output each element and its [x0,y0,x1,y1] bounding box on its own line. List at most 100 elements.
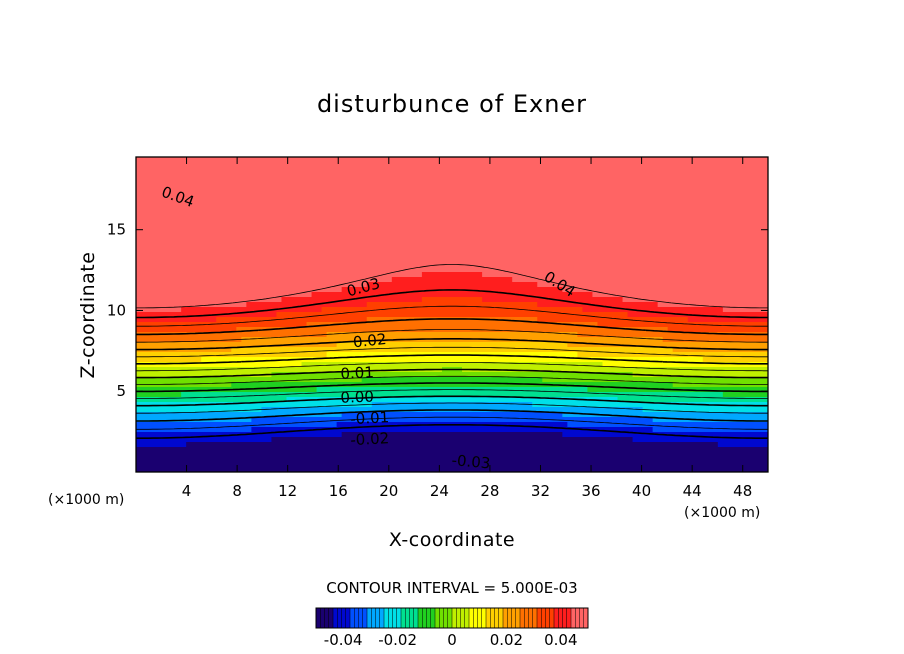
field-cell [136,202,142,208]
field-cell [592,247,599,253]
field-cell [582,317,589,323]
field-cell [156,162,162,168]
field-cell [401,307,408,313]
field-cell [241,227,247,233]
field-cell [477,312,483,318]
field-cell [462,312,468,318]
field-cell [477,342,483,348]
field-cell [331,277,338,283]
field-cell [401,217,408,223]
field-cell [667,282,674,288]
field-cell [582,177,589,183]
field-cell [441,177,448,183]
field-cell [497,237,503,243]
field-cell [281,252,288,258]
field-cell [627,212,634,218]
field-cell [311,242,318,248]
field-cell [727,342,734,348]
field-cell [672,342,679,348]
field-cell [281,322,288,328]
field-cell [552,182,558,188]
field-cell [517,197,523,203]
field-cell [311,337,318,343]
field-cell [517,182,523,188]
field-cell [176,187,182,193]
field-cell [336,227,343,233]
field-cell [557,277,563,283]
field-cell [341,302,348,308]
field-cell [717,272,724,278]
field-cell [637,287,644,293]
field-cell [477,162,483,168]
field-cell [722,297,729,303]
field-cell [527,347,533,353]
field-cell [221,257,227,263]
field-cell [156,302,162,308]
field-cell [537,352,543,358]
field-cell [311,307,318,313]
field-cell [366,167,373,173]
field-cell [326,172,333,178]
field-cell [346,217,353,223]
field-cell [742,302,749,308]
field-cell [667,232,674,238]
field-cell [542,332,548,338]
field-cell [587,307,594,313]
field-cell [381,197,388,203]
field-cell [196,252,202,258]
field-cell [667,327,674,333]
field-cell [537,272,543,278]
field-cell [477,292,483,298]
field-cell [161,227,167,233]
field-cell [677,182,684,188]
field-cell [216,352,222,358]
field-cell [747,202,754,208]
field-cell [436,267,443,273]
field-cell [256,322,262,328]
field-cell [702,292,709,298]
field-cell [742,217,749,223]
field-cell [662,227,669,233]
field-cell [507,237,513,243]
field-cell [156,327,162,333]
field-cell [462,297,468,303]
field-cell [401,262,408,268]
field-cell [441,162,448,168]
field-cell [281,182,288,188]
field-cell [296,187,303,193]
field-cell [421,347,428,353]
field-cell [221,352,227,358]
field-cell [717,172,724,178]
field-cell [426,272,433,278]
field-cell [266,167,273,173]
field-cell [682,282,689,288]
field-cell [136,262,142,268]
field-cell [627,237,634,243]
field-cell [607,292,614,298]
field-cell [356,232,363,238]
field-cell [256,317,262,323]
field-cell [602,167,609,173]
field-cell [226,207,232,213]
field-cell [186,222,192,228]
field-cell [667,172,674,178]
field-cell [747,342,754,348]
field-cell [687,262,694,268]
field-cell [682,247,689,253]
field-cell [717,187,724,193]
field-cell [527,172,533,178]
field-cell [371,262,378,268]
field-cell [306,287,313,293]
field-cell [552,177,558,183]
field-cell [271,352,278,358]
field-cell [702,232,709,238]
field-cell [266,177,273,183]
field-cell [411,192,418,198]
field-cell [386,242,393,248]
field-cell [542,182,548,188]
field-cell [226,252,232,258]
field-cell [522,212,528,218]
field-cell [326,307,333,313]
field-cell [517,212,523,218]
field-cell [366,207,373,213]
